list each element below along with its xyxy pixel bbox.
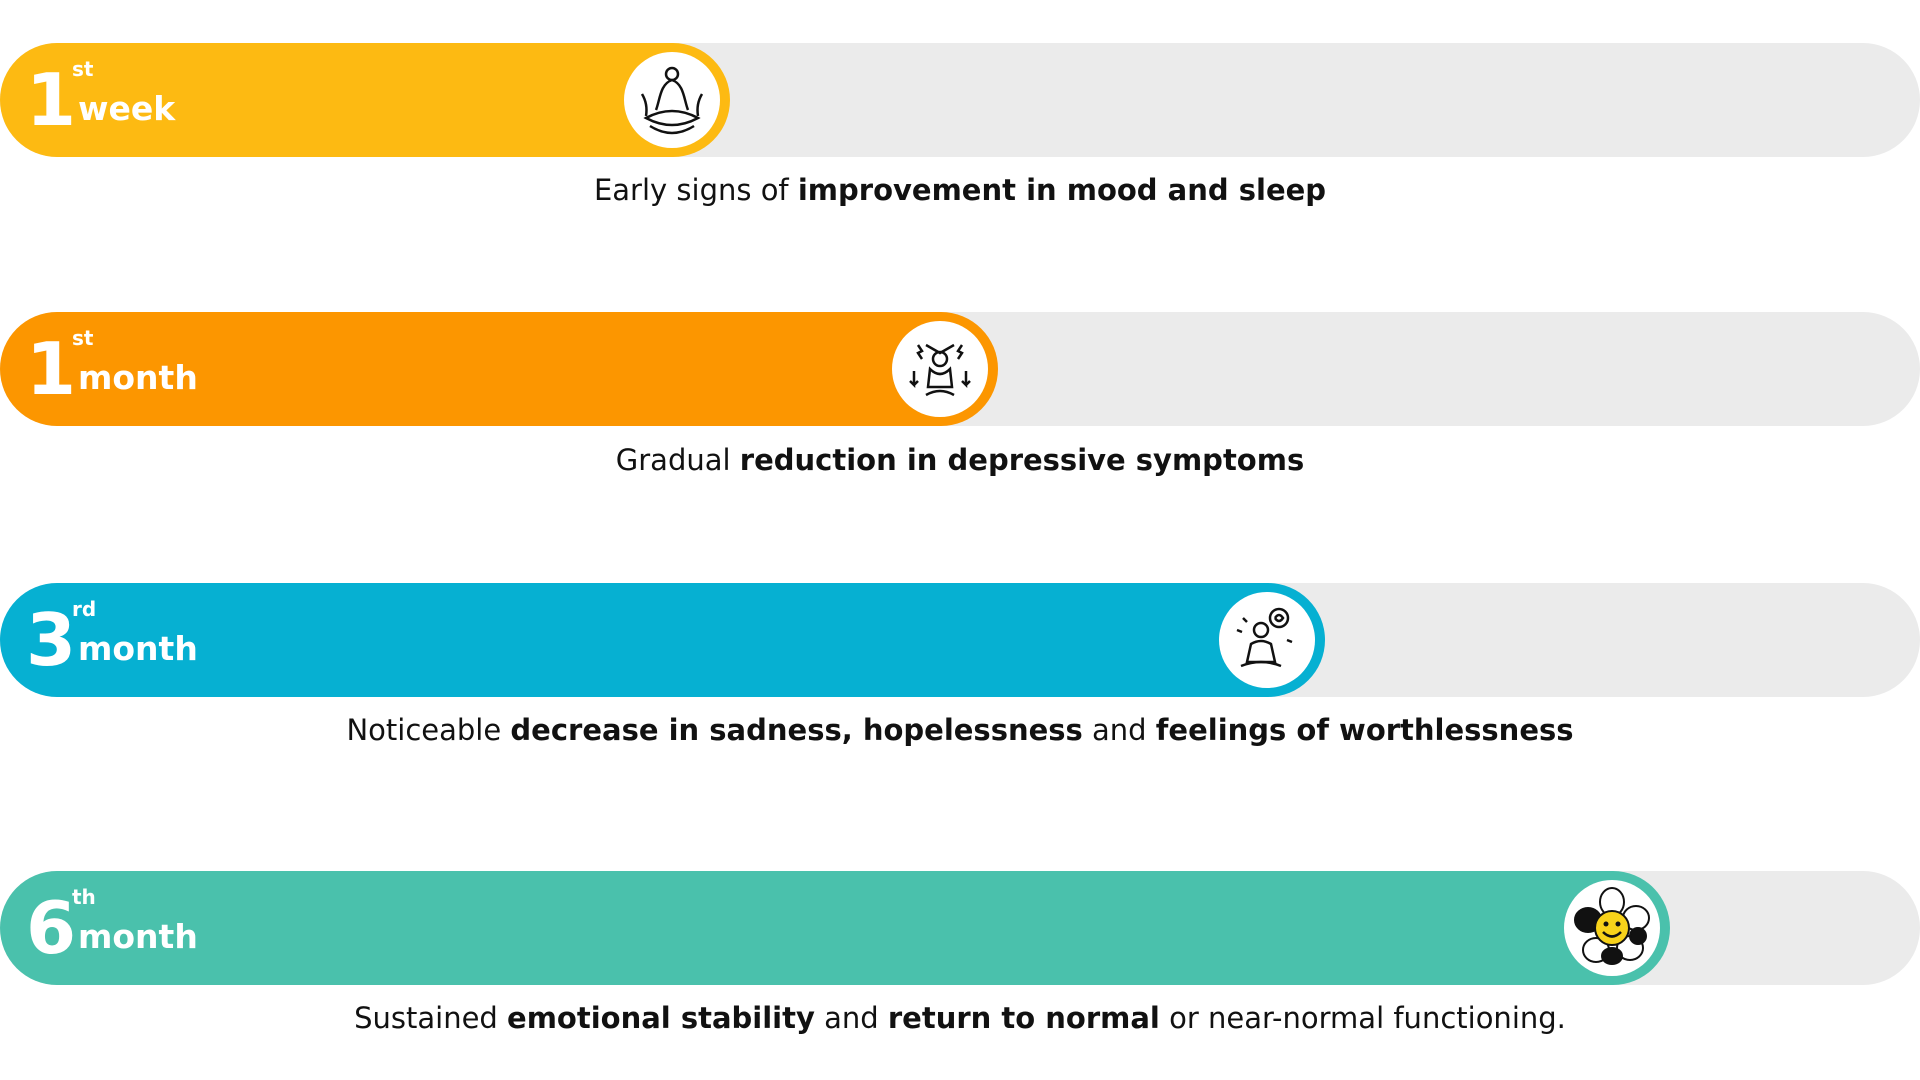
milestone-number: 6 [26,886,77,970]
caption-part: and [1082,713,1156,747]
progress-track: 6 th month [0,871,1920,985]
caption-part: improvement in mood and sleep [797,173,1327,207]
milestone-caption: Sustained emotional stability and return… [0,1001,1920,1035]
milestone-caption: Early signs of improvement in mood and s… [0,173,1920,207]
caption-part: Early signs of [593,173,798,207]
progress-fill: 1 st month [0,312,999,426]
caption-part: or near-normal functioning. [1159,1001,1566,1035]
progress-track: 3 rd month [0,583,1920,697]
milestone-number: 1 [26,327,77,411]
caption-part: reduction in depressive symptoms [739,443,1305,477]
progress-fill: 1 st week [0,43,730,157]
milestone-number: 1 [26,58,77,142]
caption-part: Noticeable [346,713,511,747]
mindful-person-icon [1218,592,1315,688]
caption-part: decrease in sadness, hopelessness [510,713,1083,747]
milestone-unit: month [78,917,198,956]
caption-part: Gradual [615,443,740,477]
caption-part: return to normal [887,1001,1160,1035]
milestone-suffix: st [72,326,94,350]
milestone-unit: month [78,358,198,397]
milestone-unit: week [78,89,176,128]
progress-track: 1 st month [0,312,1920,426]
milestone-unit: month [78,629,198,668]
meditation-icon [623,52,720,148]
milestone-caption: Gradual reduction in depressive symptoms [0,443,1920,477]
stress-relief-icon [892,321,989,417]
caption-part: emotional stability [507,1001,815,1035]
caption-part: feelings of worthlessness [1155,713,1574,747]
smiling-flower-icon [1564,880,1661,976]
caption-part: and [814,1001,888,1035]
progress-fill: 3 rd month [0,583,1325,697]
caption-part: Sustained [354,1001,508,1035]
milestone-suffix: rd [72,597,97,621]
milestone-suffix: th [72,885,96,909]
milestone-suffix: st [72,57,94,81]
progress-fill: 6 th month [0,871,1671,985]
progress-track: 1 st week [0,43,1920,157]
milestone-caption: Noticeable decrease in sadness, hopeless… [0,713,1920,747]
milestone-number: 3 [26,598,77,682]
